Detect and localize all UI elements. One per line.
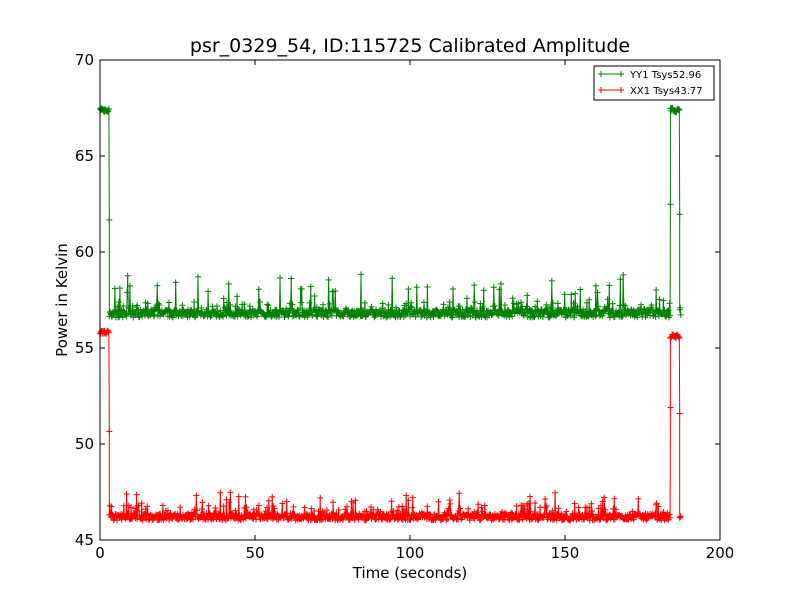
x-tick-label: 100: [396, 544, 425, 562]
y-tick-label: 60: [75, 243, 94, 261]
x-tick-label: 200: [706, 544, 735, 562]
y-tick-label: 70: [75, 51, 94, 69]
series-markers-1: [97, 327, 684, 524]
series-line-1: [99, 329, 682, 523]
legend-box: [593, 65, 715, 101]
y-axis-label: Power in Kelvin: [53, 243, 71, 357]
y-tick-label: 45: [75, 531, 94, 549]
y-tick-label: 50: [75, 435, 94, 453]
axis-ticks: 0 50 100 150 200 45 50 55 60 65 70: [75, 51, 734, 562]
legend: YY1 Tsys52.96 XX1 Tsys43.77: [593, 65, 715, 101]
y-tick-label: 65: [75, 147, 94, 165]
x-tick-label: 50: [245, 544, 264, 562]
legend-label-xx1: XX1 Tsys43.77: [630, 86, 703, 97]
legend-label-yy1: YY1 Tsys52.96: [629, 70, 701, 81]
chart-title: psr_0329_54, ID:115725 Calibrated Amplit…: [190, 35, 630, 57]
series-markers-0: [97, 104, 684, 321]
y-tick-label: 55: [75, 339, 94, 357]
x-tick-label: 150: [551, 544, 580, 562]
plot-frame: [99, 59, 721, 541]
plot-data-layer: [97, 104, 684, 524]
x-axis-label: Time (seconds): [352, 564, 468, 582]
x-tick-label: 0: [95, 544, 105, 562]
